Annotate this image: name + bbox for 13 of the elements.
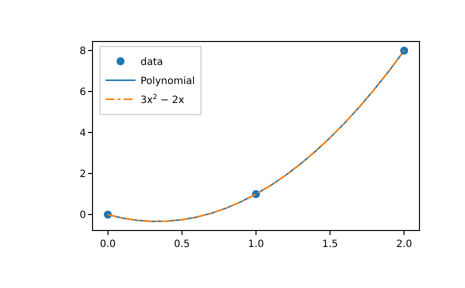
legend-label: Polynomial xyxy=(140,76,195,88)
x-tick-label: 0.5 xyxy=(174,239,190,250)
x-tick-label: 2.0 xyxy=(396,239,412,250)
y-tick-label: 0 xyxy=(80,210,86,222)
y-tick-label: 6 xyxy=(80,87,86,98)
y-tick-label: 4 xyxy=(80,128,86,140)
y-tick-label: 8 xyxy=(80,46,86,58)
legend-label: 3x$^{2}$ − 2x xyxy=(140,92,184,106)
x-tick-label: 1.5 xyxy=(322,239,338,250)
x-tick-label: 1.0 xyxy=(248,239,264,250)
y-tick-label: 2 xyxy=(80,169,86,180)
x-tick-label: 0.0 xyxy=(100,239,116,250)
legend-label: data xyxy=(140,57,164,68)
